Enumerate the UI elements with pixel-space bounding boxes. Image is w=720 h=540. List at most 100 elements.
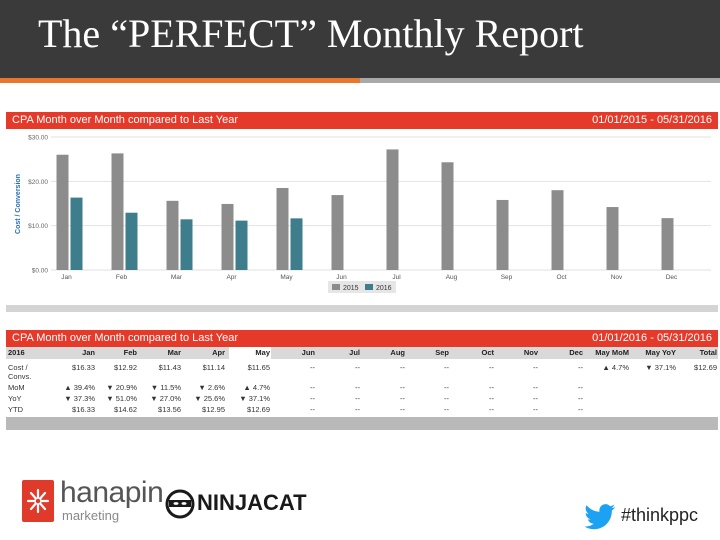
table-cell: ▼ 37.1% — [239, 394, 270, 403]
table-cell: $12.95 — [202, 405, 225, 414]
row-label: Cost / Convs. — [8, 363, 32, 381]
row-label: YTD — [8, 405, 23, 414]
table-cell: -- — [310, 363, 315, 372]
table-cell: ▼ 20.9% — [106, 383, 137, 392]
bar-2016-mar — [180, 219, 193, 270]
row-label: MoM — [8, 383, 25, 392]
table-cell: $14.62 — [114, 405, 137, 414]
column-header: Feb — [123, 348, 137, 357]
bar-2015-jul — [386, 149, 399, 270]
bar-2015-dec — [661, 218, 674, 270]
bar-2016-apr — [235, 220, 248, 270]
chart-panel: CPA Month over Month compared to Last Ye… — [6, 112, 718, 312]
column-header: Mar — [167, 348, 181, 357]
table-cell: ▼ 37.1% — [645, 363, 676, 372]
column-header: Jul — [349, 348, 360, 357]
y-axis-label: Cost / Conversion — [15, 174, 22, 234]
table-cell: $11.65 — [247, 363, 270, 372]
table-cell: -- — [578, 394, 583, 403]
table-cell: -- — [533, 405, 538, 414]
bar-2015-oct — [551, 190, 564, 270]
ninjacat-logo-icon — [165, 489, 195, 519]
x-tick-label: Aug — [446, 274, 458, 281]
bar-2015-jan — [56, 154, 69, 270]
column-header: Sep — [435, 348, 449, 357]
x-tick-label: Sep — [501, 274, 513, 281]
bar-2015-feb — [111, 153, 124, 270]
column-header: May MoM — [595, 348, 629, 357]
table-cell: -- — [489, 383, 494, 392]
table-cell: -- — [310, 383, 315, 392]
legend-label-2016: 2016 — [376, 285, 392, 292]
column-header: May — [255, 348, 270, 357]
table-cell: $11.43 — [158, 363, 181, 372]
table-cell: -- — [310, 405, 315, 414]
legend-label-2015: 2015 — [343, 285, 359, 292]
table-cell: -- — [355, 383, 360, 392]
table-cell: -- — [533, 363, 538, 372]
x-tick-label: Nov — [611, 274, 623, 281]
table-cell: ▲ 4.7% — [602, 363, 629, 372]
table-cell: -- — [355, 405, 360, 414]
table-cell: $13.56 — [158, 405, 181, 414]
bar-2015-aug — [441, 162, 454, 270]
table-cell: -- — [578, 405, 583, 414]
legend-swatch-2016 — [365, 284, 373, 290]
chart-panel-date-range: 01/01/2015 - 05/31/2016 — [592, 114, 712, 126]
table-cell: ▲ 39.4% — [64, 383, 95, 392]
table-cell: -- — [444, 405, 449, 414]
column-header: Total — [699, 348, 717, 357]
column-header: Aug — [390, 348, 405, 357]
x-tick-label: Jun — [336, 274, 347, 281]
bar-2015-sep — [496, 199, 509, 270]
header-accent-bar — [0, 78, 360, 83]
legend-swatch-2015 — [332, 284, 340, 290]
bar-2016-jan — [70, 197, 83, 270]
chart-panel-title: CPA Month over Month compared to Last Ye… — [12, 114, 239, 126]
y-tick-label: $0.00 — [32, 268, 49, 275]
table-cell: $12.69 — [694, 363, 717, 372]
table-cell: $12.69 — [247, 405, 270, 414]
table-cell: -- — [444, 383, 449, 392]
table-cell: ▼ 25.6% — [194, 394, 225, 403]
table-cell: -- — [578, 383, 583, 392]
slide-header: The “PERFECT” Monthly Report — [0, 0, 720, 78]
bar-2015-may — [276, 187, 289, 270]
cpa-bar-chart: $0.00 $10.00 $20.00 $30.00 Cost / Conversion… — [15, 135, 711, 293]
y-tick-label: $20.00 — [28, 179, 48, 186]
hanapin-logo-icon — [22, 480, 54, 522]
table-panel-title: CPA Month over Month compared to Last Ye… — [12, 332, 239, 344]
x-tick-label: Dec — [666, 274, 678, 281]
x-tick-label: Oct — [556, 274, 566, 281]
column-header: Apr — [212, 348, 225, 357]
y-tick-label: $10.00 — [28, 223, 48, 230]
x-tick-label: Apr — [226, 274, 237, 281]
column-header: Jun — [301, 348, 315, 357]
table-cell: ▼ 11.5% — [150, 383, 181, 392]
table-cell: -- — [400, 394, 405, 403]
table-cell: $16.33 — [72, 363, 95, 372]
table-cell: ▼ 51.0% — [106, 394, 137, 403]
bar-2015-mar — [166, 200, 179, 270]
bar-2016-may — [290, 218, 303, 270]
bar-2015-nov — [606, 207, 619, 270]
y-tick-label: $30.00 — [28, 135, 48, 142]
table-cell: ▼ 37.3% — [64, 394, 95, 403]
x-tick-label: May — [280, 274, 293, 281]
table-cell: -- — [533, 383, 538, 392]
table-header-row: 2016 Jan Feb Mar Apr May Jun Jul Aug Sep Oct Nov Dec… — [6, 347, 718, 359]
ninjacat-wordmark: NINJACAT — [197, 490, 307, 515]
header-divider — [0, 78, 720, 83]
table-cell: -- — [533, 394, 538, 403]
table-cell: -- — [355, 394, 360, 403]
column-header: Dec — [569, 348, 583, 357]
x-tick-label: Feb — [116, 274, 128, 281]
table-cell: $11.14 — [202, 363, 225, 372]
table-cell: -- — [489, 405, 494, 414]
marketing-wordmark: marketing — [62, 508, 120, 523]
chart-panel-footer — [6, 305, 718, 312]
bar-2015-apr — [221, 203, 234, 270]
twitter-bird-icon — [584, 504, 616, 530]
table-cell: -- — [489, 394, 494, 403]
table-panel-date-range: 01/01/2016 - 05/31/2016 — [592, 332, 712, 344]
